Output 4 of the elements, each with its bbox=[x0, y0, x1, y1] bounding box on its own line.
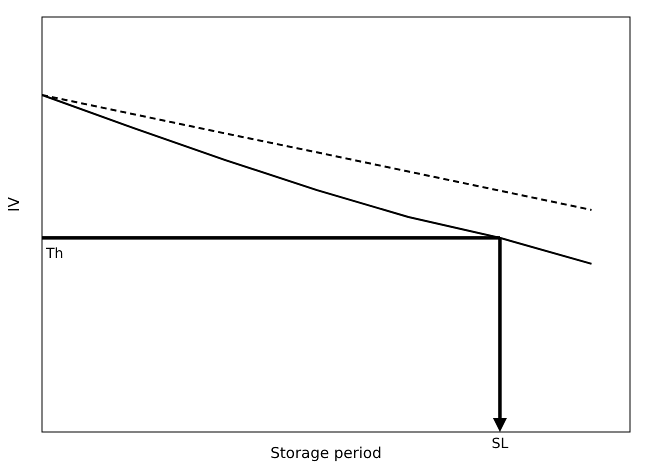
ref-line-label: Th bbox=[45, 246, 64, 262]
text: SL bbox=[492, 436, 508, 452]
x-axis-title: Storage period bbox=[270, 444, 382, 462]
y-axis-title: IV bbox=[5, 196, 23, 212]
